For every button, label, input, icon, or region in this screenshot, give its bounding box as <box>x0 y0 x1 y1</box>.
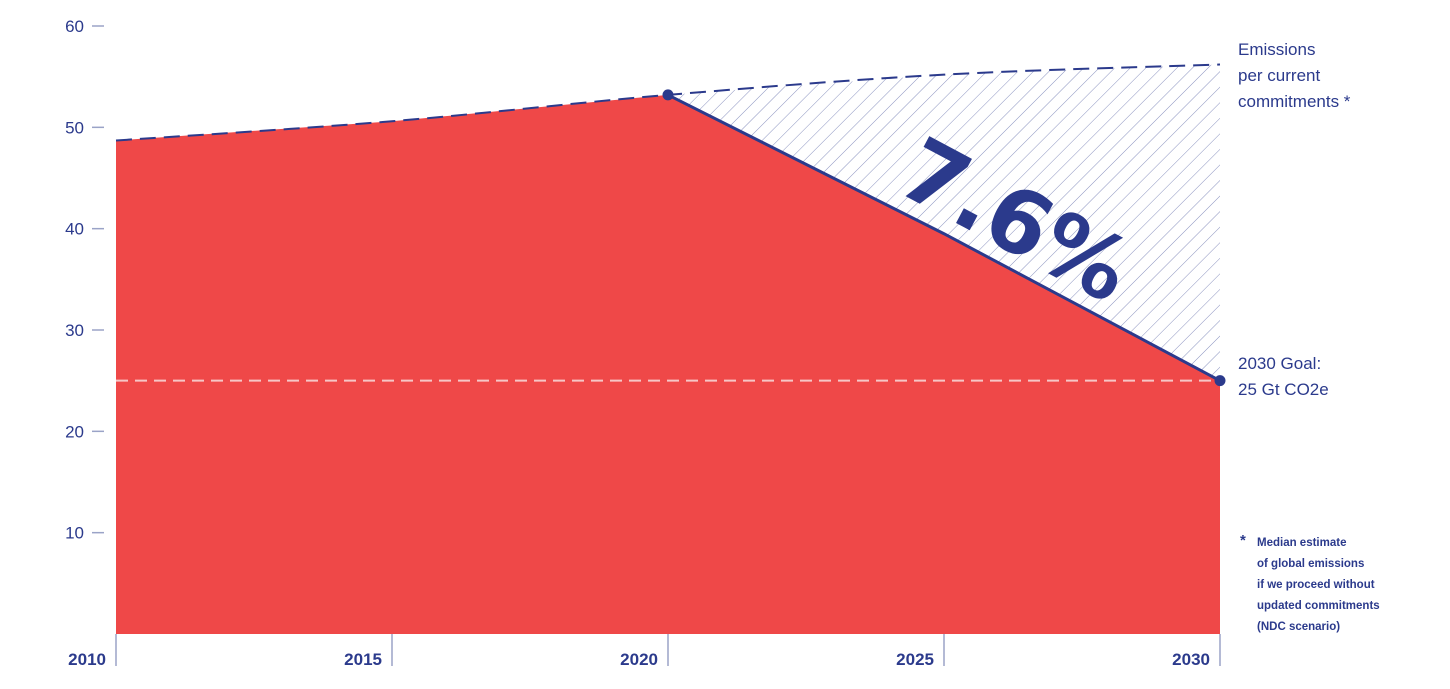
gap-hatch-layer <box>668 64 1220 381</box>
x-tick: 2015 <box>344 634 393 669</box>
data-point-marker <box>662 89 674 101</box>
x-tick-label: 2015 <box>344 650 382 669</box>
y-tick-label: 20 <box>65 422 84 441</box>
y-tick: 30 <box>65 321 104 340</box>
y-axis: 10 20 30 40 50 60 <box>65 17 104 543</box>
emissions-area-layer <box>116 94 1220 634</box>
x-tick: 2010 <box>68 634 117 669</box>
goal-annotation-line-2: 25 Gt CO2e <box>1238 380 1329 399</box>
x-tick-label: 2030 <box>1172 650 1210 669</box>
x-tick-label: 2020 <box>620 650 658 669</box>
reduction-path-line <box>667 93 1221 382</box>
annotation-top-line-2: per current <box>1238 66 1320 85</box>
footnote-line-4: updated commitments <box>1257 600 1380 612</box>
x-tick: 2030 <box>1172 634 1221 669</box>
x-tick-label: 2010 <box>68 650 106 669</box>
footnote-line-1: Median estimate <box>1257 537 1346 549</box>
x-tick: 2025 <box>896 634 945 669</box>
data-point-marker <box>1214 375 1226 387</box>
x-tick-label: 2025 <box>896 650 934 669</box>
footnote-asterisk: * <box>1240 532 1246 549</box>
current-commitments-annotation: Emissions per current commitments * <box>1238 40 1351 111</box>
x-tick: 2020 <box>620 634 669 669</box>
x-axis: 2010 2015 2020 2025 2030 <box>68 634 1221 669</box>
footnote-line-5: (NDC scenario) <box>1257 621 1340 633</box>
y-tick-label: 40 <box>65 220 84 239</box>
y-tick-label: 60 <box>65 17 84 36</box>
y-tick-label: 30 <box>65 321 84 340</box>
y-tick: 60 <box>65 17 104 36</box>
annotation-top-line-1: Emissions <box>1238 40 1315 59</box>
footnote: * Median estimate of global emissions if… <box>1240 532 1380 633</box>
y-tick: 40 <box>65 220 104 239</box>
y-tick: 20 <box>65 422 104 441</box>
footnote-line-2: of global emissions <box>1257 558 1364 570</box>
y-tick-label: 10 <box>65 524 84 543</box>
emissions-area <box>116 94 1220 634</box>
y-tick: 10 <box>65 524 104 543</box>
goal-annotation-line-1: 2030 Goal: <box>1238 354 1321 373</box>
annotation-top-line-3: commitments * <box>1238 92 1351 111</box>
footnote-line-3: if we proceed without <box>1257 579 1375 591</box>
y-tick-label: 50 <box>65 118 84 137</box>
goal-annotation: 2030 Goal: 25 Gt CO2e <box>1238 354 1329 399</box>
commitment-gap-hatch <box>668 64 1220 381</box>
y-tick: 50 <box>65 118 104 137</box>
markers-layer <box>662 89 1226 387</box>
